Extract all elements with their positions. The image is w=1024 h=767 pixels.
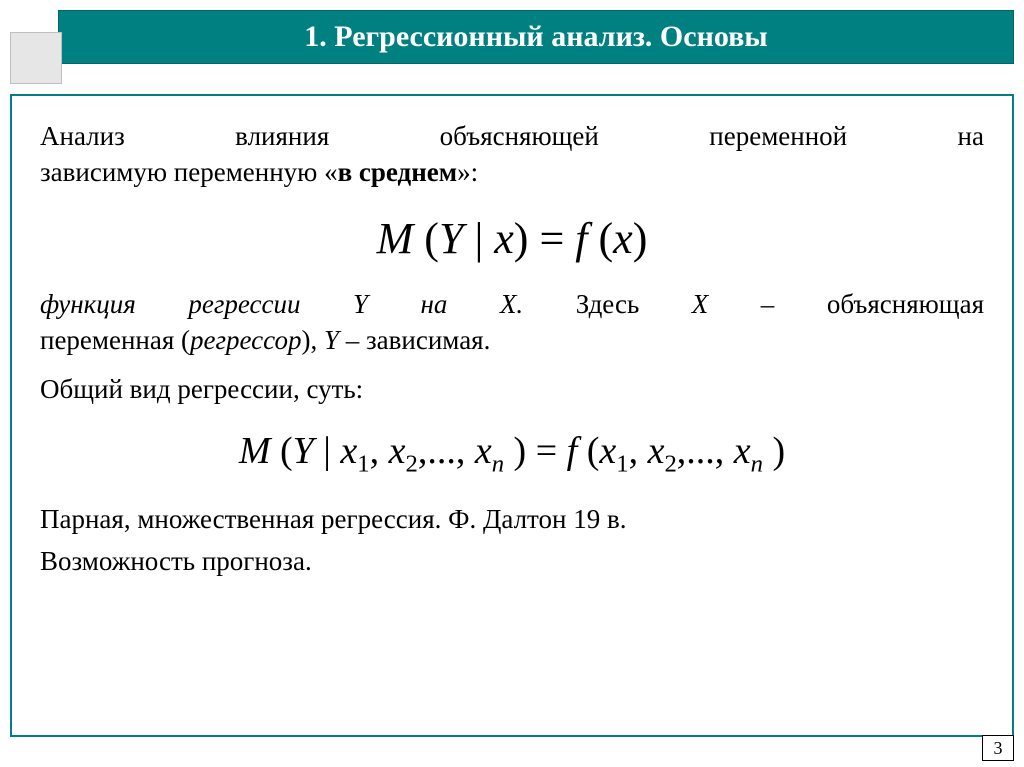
- dots: ,...,: [418, 430, 475, 472]
- paragraph-5: Возможность прогноза.: [40, 543, 984, 579]
- slide-title: 1. Регрессионный анализ. Основы: [304, 20, 767, 54]
- sym-x: x: [475, 430, 492, 472]
- var-Y: Y: [324, 325, 339, 355]
- subscript: 1: [357, 451, 369, 478]
- bold-text: в среднем: [338, 157, 458, 187]
- sym-close2: ): [763, 430, 785, 472]
- paragraph-3: Общий вид регрессии, суть:: [40, 371, 984, 407]
- paragraph-2-line-1: функция регрессии Y на X. Здесь X – объя…: [40, 286, 984, 322]
- subscript: n: [492, 451, 504, 478]
- paragraph-4: Парная, множественная регрессия. Ф. Далт…: [40, 501, 984, 537]
- text: »:: [457, 157, 478, 187]
- sym-M: M: [377, 214, 414, 263]
- paragraph-1-line-1: Анализ влияния объясняющей переменной на: [40, 118, 984, 154]
- sym-x: x: [340, 430, 357, 472]
- sym-x: x: [734, 430, 751, 472]
- sym-eq: =: [528, 214, 575, 263]
- text: – зависимая.: [339, 325, 490, 355]
- text: переменная (: [40, 325, 190, 355]
- sym-open: (: [413, 214, 439, 263]
- subscript: 1: [616, 451, 628, 478]
- subscript: 2: [405, 451, 417, 478]
- sym-x: x: [599, 430, 616, 472]
- text: – объясняющая: [708, 289, 984, 319]
- paragraph-1-line-2: зависимую переменную «в среднем»:: [40, 154, 984, 190]
- sym-Y: Y: [439, 214, 463, 263]
- text: Здесь: [523, 289, 692, 319]
- subscript: n: [751, 451, 763, 478]
- equation-expr: M (Y | x) = f (x): [377, 214, 648, 263]
- sym-x2: x: [613, 214, 633, 263]
- content-area: Анализ влияния объясняющей переменной на…: [10, 94, 1014, 737]
- comma: ,: [629, 430, 648, 472]
- sym-x: x: [389, 430, 406, 472]
- dots: ,...,: [677, 430, 734, 472]
- sym-f: f: [567, 430, 578, 472]
- sym-bar: |: [314, 430, 341, 472]
- sym-f: f: [575, 214, 587, 263]
- sym-Y: Y: [293, 430, 314, 472]
- equation-2: M (Y | x1, x2,..., xn ) = f (x1, x2,...,…: [40, 429, 984, 479]
- equation-1: M (Y | x) = f (x): [40, 213, 984, 264]
- page-number: 3: [994, 738, 1003, 759]
- sym-close2: ): [633, 214, 648, 263]
- text: зависимую переменную «: [40, 157, 338, 187]
- page-number-box: 3: [982, 735, 1014, 761]
- title-bar: 1. Регрессионный анализ. Основы: [58, 10, 1014, 64]
- sym-close: ): [514, 214, 529, 263]
- italic-text: регрессор: [190, 325, 301, 355]
- sym-open2: (: [577, 430, 599, 472]
- sym-bar: |: [463, 214, 494, 263]
- italic-text: функция регрессии Y на X.: [40, 289, 523, 319]
- comma: ,: [370, 430, 389, 472]
- text: ),: [301, 325, 324, 355]
- sym-x: x: [494, 214, 514, 263]
- sym-open2: (: [588, 214, 614, 263]
- paragraph-2-line-2: переменная (регрессор), Y – зависимая.: [40, 322, 984, 358]
- equation-expr: M (Y | x1, x2,..., xn ) = f (x1, x2,...,…: [239, 430, 785, 472]
- sym-x: x: [648, 430, 665, 472]
- corner-decoration: [10, 32, 62, 84]
- sym-M: M: [239, 430, 271, 472]
- slide: 1. Регрессионный анализ. Основы Анализ в…: [0, 0, 1024, 767]
- subscript: 2: [664, 451, 676, 478]
- sym-close: ): [504, 430, 526, 472]
- sym-eq: =: [526, 430, 566, 472]
- var-X: X: [692, 289, 709, 319]
- sym-open: (: [270, 430, 292, 472]
